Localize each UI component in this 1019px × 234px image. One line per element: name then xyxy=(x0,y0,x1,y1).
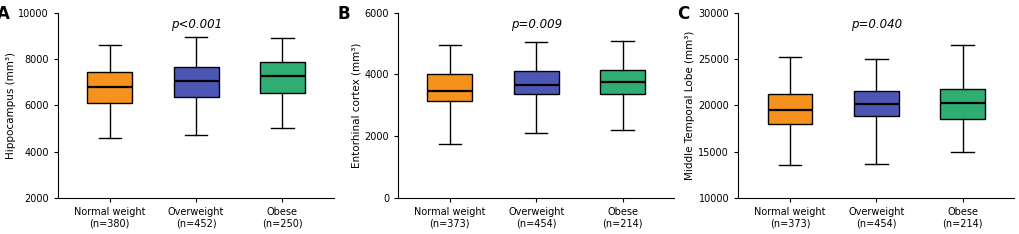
PathPatch shape xyxy=(260,62,305,93)
PathPatch shape xyxy=(514,71,558,95)
Text: B: B xyxy=(337,5,350,23)
PathPatch shape xyxy=(427,74,472,101)
Text: A: A xyxy=(0,5,10,23)
PathPatch shape xyxy=(940,89,984,119)
Text: p=0.009: p=0.009 xyxy=(511,18,561,31)
PathPatch shape xyxy=(173,67,218,97)
Y-axis label: Hippocampus (mm³): Hippocampus (mm³) xyxy=(5,52,15,159)
Y-axis label: Middle Temporal Lobe (mm³): Middle Temporal Lobe (mm³) xyxy=(685,31,695,180)
Text: C: C xyxy=(677,5,689,23)
PathPatch shape xyxy=(766,94,811,124)
Y-axis label: Entorhinal cortex (mm³): Entorhinal cortex (mm³) xyxy=(352,43,362,168)
Text: p<0.001: p<0.001 xyxy=(170,18,221,31)
PathPatch shape xyxy=(853,91,898,116)
PathPatch shape xyxy=(88,72,132,103)
Text: p=0.040: p=0.040 xyxy=(850,18,901,31)
PathPatch shape xyxy=(599,70,644,95)
